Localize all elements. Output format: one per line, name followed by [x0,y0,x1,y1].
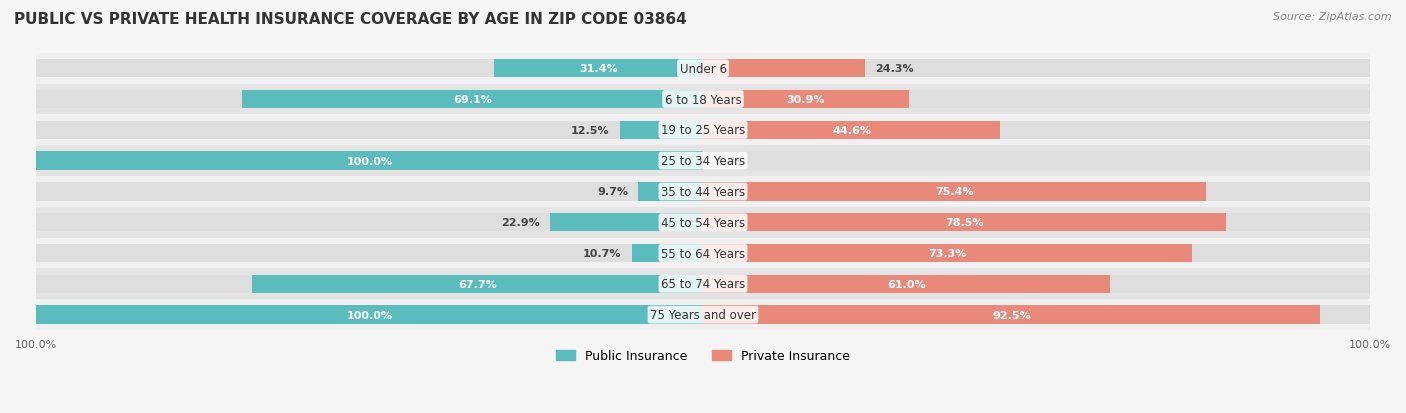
Text: 25 to 34 Years: 25 to 34 Years [661,155,745,168]
Text: 22.9%: 22.9% [502,218,540,228]
Text: 100.0%: 100.0% [346,156,392,166]
Bar [494,60,703,78]
Text: 65 to 74 Years: 65 to 74 Years [661,278,745,291]
Text: 6 to 18 Years: 6 to 18 Years [665,93,741,106]
Text: Source: ZipAtlas.com: Source: ZipAtlas.com [1274,12,1392,22]
Bar [703,306,1369,324]
Bar [703,214,1226,232]
Bar [37,54,1369,84]
Bar [37,177,1369,207]
Bar [37,146,1369,177]
Bar [37,306,703,324]
Bar [37,115,1369,146]
Bar [37,275,703,293]
Bar [631,244,703,263]
Text: 44.6%: 44.6% [832,126,872,135]
Bar [703,214,1369,232]
Text: 0.0%: 0.0% [716,156,747,166]
Bar [37,90,703,109]
Bar [703,275,1109,293]
Bar [37,60,703,78]
Bar [37,269,1369,299]
Bar [703,244,1192,263]
Bar [703,121,1001,140]
Bar [703,152,1369,171]
Bar [37,244,703,263]
Text: 10.7%: 10.7% [583,249,621,259]
Text: PUBLIC VS PRIVATE HEALTH INSURANCE COVERAGE BY AGE IN ZIP CODE 03864: PUBLIC VS PRIVATE HEALTH INSURANCE COVER… [14,12,686,27]
Text: 55 to 64 Years: 55 to 64 Years [661,247,745,260]
Text: 73.3%: 73.3% [928,249,966,259]
Bar [703,244,1369,263]
Bar [703,306,1320,324]
Bar [703,121,1369,140]
Bar [703,60,865,78]
Text: 31.4%: 31.4% [579,64,617,74]
Bar [37,152,703,171]
Text: 75 Years and over: 75 Years and over [650,309,756,321]
Bar [703,183,1369,201]
Text: 78.5%: 78.5% [945,218,984,228]
Text: 100.0%: 100.0% [346,310,392,320]
Bar [703,183,1206,201]
Bar [242,90,703,109]
Bar [703,275,1369,293]
Text: 24.3%: 24.3% [875,64,914,74]
Text: 9.7%: 9.7% [598,187,628,197]
Text: 45 to 54 Years: 45 to 54 Years [661,216,745,229]
Text: 92.5%: 92.5% [993,310,1031,320]
Bar [550,214,703,232]
Text: 67.7%: 67.7% [458,279,496,289]
Text: Under 6: Under 6 [679,62,727,76]
Text: 69.1%: 69.1% [453,95,492,105]
Bar [37,238,1369,269]
Text: 35 to 44 Years: 35 to 44 Years [661,185,745,198]
Text: 61.0%: 61.0% [887,279,925,289]
Bar [37,121,703,140]
Bar [37,84,1369,115]
Bar [37,183,703,201]
Bar [703,60,1369,78]
Legend: Public Insurance, Private Insurance: Public Insurance, Private Insurance [551,344,855,368]
Bar [620,121,703,140]
Bar [37,152,703,171]
Bar [37,306,703,324]
Text: 19 to 25 Years: 19 to 25 Years [661,124,745,137]
Bar [703,90,910,109]
Bar [37,299,1369,330]
Bar [37,207,1369,238]
Text: 30.9%: 30.9% [787,95,825,105]
Bar [37,214,703,232]
Bar [252,275,703,293]
Text: 12.5%: 12.5% [571,126,610,135]
Text: 75.4%: 75.4% [935,187,974,197]
Bar [703,90,1369,109]
Bar [638,183,703,201]
